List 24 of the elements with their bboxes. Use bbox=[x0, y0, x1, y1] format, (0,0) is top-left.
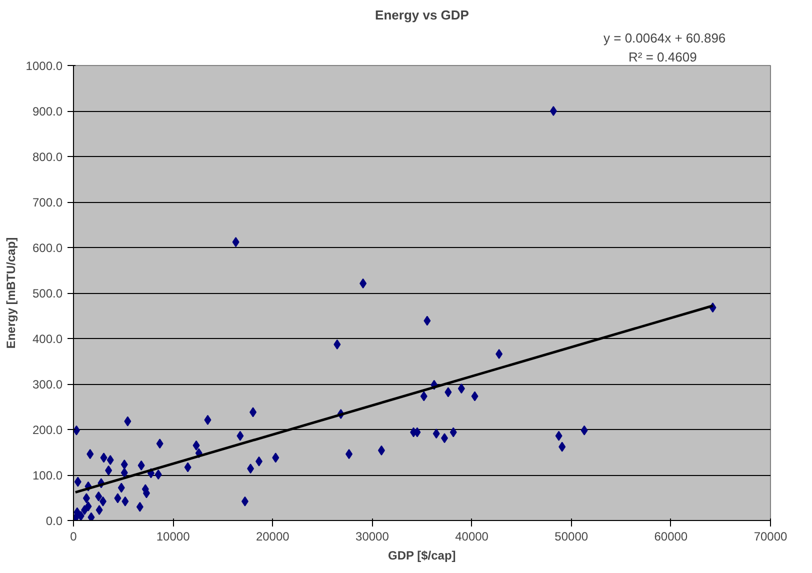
y-tick-label: 500.0 bbox=[32, 286, 63, 300]
y-tick-label: 900.0 bbox=[32, 104, 63, 118]
y-tick-label: 200.0 bbox=[32, 423, 63, 437]
x-tick-label: 0 bbox=[70, 530, 78, 544]
y-tick-label: 700.0 bbox=[32, 196, 63, 210]
x-tick-label: 50000 bbox=[554, 530, 588, 544]
x-tick-label: 40000 bbox=[455, 530, 489, 544]
y-tick-label: 800.0 bbox=[32, 150, 63, 164]
text: R² = 0.4609 bbox=[628, 50, 697, 64]
x-tick-label: 20000 bbox=[256, 530, 290, 544]
y-tick-label: 100.0 bbox=[32, 468, 63, 482]
text: y = 0.0064x + 60.896 bbox=[604, 30, 726, 46]
x-tick-label: 30000 bbox=[356, 530, 390, 544]
x-axis-title: GDP [$/cap] bbox=[388, 548, 456, 562]
x-tick-label: 10000 bbox=[156, 530, 190, 544]
y-tick-label: 1000.0 bbox=[26, 59, 63, 73]
y-tick-label: 400.0 bbox=[32, 332, 63, 346]
chart-title: Energy vs GDP bbox=[375, 8, 470, 22]
x-tick-label: 60000 bbox=[654, 530, 688, 544]
y-axis-title: Energy [mBTU/cap] bbox=[4, 237, 18, 349]
y-tick-label: 600.0 bbox=[32, 241, 63, 255]
y-tick-label: 0.0 bbox=[46, 514, 63, 528]
y-tick-label: 300.0 bbox=[32, 378, 63, 392]
x-tick-label: 70000 bbox=[754, 530, 788, 544]
